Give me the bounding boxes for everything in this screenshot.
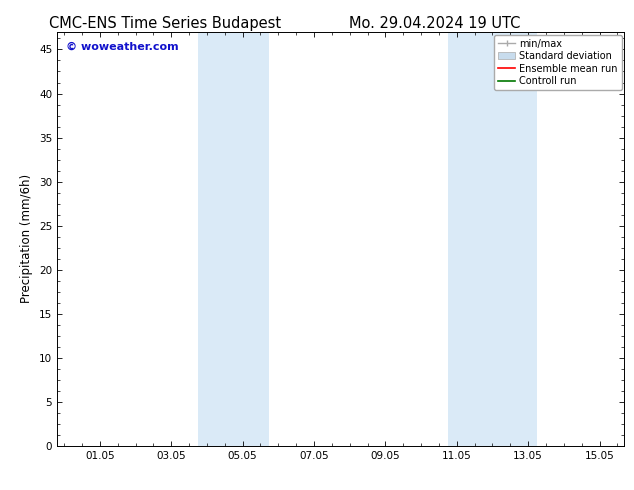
- Legend: min/max, Standard deviation, Ensemble mean run, Controll run: min/max, Standard deviation, Ensemble me…: [494, 35, 621, 90]
- Bar: [448, 32, 537, 446]
- Text: © woweather.com: © woweather.com: [65, 42, 178, 52]
- Bar: [198, 32, 269, 446]
- Text: CMC-ENS Time Series Budapest: CMC-ENS Time Series Budapest: [49, 16, 281, 31]
- Y-axis label: Precipitation (mm/6h): Precipitation (mm/6h): [20, 174, 34, 303]
- Text: Mo. 29.04.2024 19 UTC: Mo. 29.04.2024 19 UTC: [349, 16, 520, 31]
